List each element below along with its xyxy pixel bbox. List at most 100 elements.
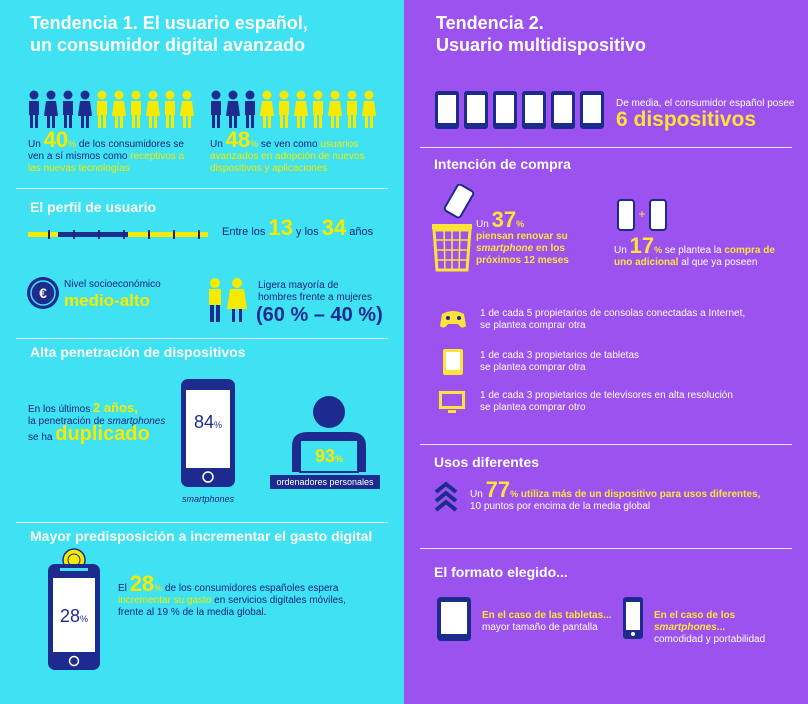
stat-pre: Un xyxy=(210,139,223,150)
format-pre: En el caso de los xyxy=(654,610,736,621)
penetration-years: 2 años, xyxy=(93,400,138,415)
pc-user-icon xyxy=(292,396,366,473)
gender-label: Ligera mayoría de hombres frente a mujer… xyxy=(258,280,372,303)
person-icon xyxy=(146,90,160,128)
console-icon xyxy=(440,311,466,328)
section-heading: Intención de compra xyxy=(434,156,571,172)
title-line: Usuario multidispositivo xyxy=(436,35,647,55)
stat-unit: % xyxy=(250,139,259,149)
item-line: se plantea comprar otra xyxy=(480,362,586,373)
person-icon xyxy=(347,90,357,128)
title-line: Tendencia 2. xyxy=(436,13,544,33)
penetration-text: En los últimos 2 años, la penetración de… xyxy=(28,400,178,445)
section-heading: El perfil de usuario xyxy=(30,199,157,215)
pc-label: ordenadores personales xyxy=(270,475,380,489)
format-title: En el caso de los smartphones... xyxy=(654,610,808,634)
person-icon xyxy=(362,90,376,128)
spending-highlight: incrementar su gasto xyxy=(118,595,212,606)
additional-body: se plantea la xyxy=(664,245,722,256)
purchase-item: 1 de cada 5 propietarios de consolas con… xyxy=(480,308,745,332)
format-device: smartphones xyxy=(654,622,717,633)
separator xyxy=(16,338,388,339)
stat-unit: % xyxy=(68,139,77,149)
stat-text: se ven como xyxy=(260,139,318,150)
gender-ratio: (60 % – 40 %) xyxy=(256,304,383,326)
spending-post: en servicios digitales móviles, frente a… xyxy=(118,595,346,618)
additional-highlight: compra de uno adicional xyxy=(614,245,775,268)
item-line: se plantea comprar otro xyxy=(480,402,586,413)
additional-number: 17 xyxy=(629,233,655,258)
spending-number: 28 xyxy=(129,571,155,596)
uses-pre: Un xyxy=(470,489,483,500)
euro-coin-icon: € xyxy=(27,277,59,309)
item-line: 1 de cada 3 propietarios de tabletas xyxy=(480,350,639,361)
person-icon xyxy=(279,90,289,128)
additional-unit: % xyxy=(654,245,663,255)
tablet-icons xyxy=(434,90,610,137)
person-icon xyxy=(294,90,308,128)
person-icon xyxy=(313,90,323,128)
purchase-item: 1 de cada 3 propietarios de tabletas se … xyxy=(480,350,639,374)
svg-text:+: + xyxy=(638,207,645,221)
uses-body: utiliza más de un dispositivo para usos … xyxy=(520,489,761,500)
stat-advanced: Un 48% se ven como usuarios avanzados en… xyxy=(210,129,390,175)
gender-icons xyxy=(209,278,247,322)
separator xyxy=(420,444,792,445)
format-tablets: En el caso de las tabletas... mayor tama… xyxy=(482,610,612,634)
renew-icon xyxy=(432,184,475,272)
trend-2-panel: Tendencia 2. Usuario multidispositivo De… xyxy=(404,0,808,704)
smartphone-icon xyxy=(623,597,643,639)
spending-unit: % xyxy=(154,583,163,593)
tablet-icon xyxy=(464,91,488,129)
stat-highlight: receptivos a las nuevas tecnologías xyxy=(28,151,185,174)
phone-coin-icon xyxy=(48,548,100,670)
separator xyxy=(16,522,388,523)
person-icon xyxy=(131,90,141,128)
tv-icon xyxy=(439,391,465,413)
share-unit: % xyxy=(335,454,344,464)
title-line: Tendencia 1. El usuario español, xyxy=(30,13,308,33)
devices-text: De media, el consumidor español posee xyxy=(616,98,795,109)
uses-text: Un 77% utiliza más de un dispositivo par… xyxy=(470,479,790,513)
renew-unit: % xyxy=(516,219,525,229)
stat-number: 48 xyxy=(225,127,251,152)
section-heading: Usos diferentes xyxy=(434,454,540,470)
title-line: un consumidor digital avanzado xyxy=(30,35,306,55)
penetration-pre: En los últimos xyxy=(28,404,91,415)
phone-share: 28% xyxy=(53,606,95,627)
smartphone-icon xyxy=(181,379,235,487)
socio-value: medio-alto xyxy=(64,291,150,310)
uses-number: 77 xyxy=(485,477,511,502)
separator xyxy=(16,188,388,189)
share-number: 93 xyxy=(314,446,335,466)
age-pre: Entre los xyxy=(222,226,266,238)
smartphone-label: smartphones xyxy=(181,494,235,504)
section-heading: Mayor predisposición a incrementar el ga… xyxy=(30,528,373,544)
format-title: En el caso de las tabletas... xyxy=(482,610,612,621)
share-number: 84 xyxy=(193,412,214,432)
people-icons xyxy=(26,90,196,133)
spending-text: El 28% de los consumidores españoles esp… xyxy=(118,573,358,619)
person-icon xyxy=(328,90,342,128)
section-heading: Alta penetración de dispositivos xyxy=(30,344,246,360)
penetration-verb: duplicado xyxy=(55,423,150,445)
renew-device: smartphone xyxy=(476,243,534,254)
purchase-item: 1 de cada 3 propietarios de televisores … xyxy=(480,390,733,414)
renew-number: 37 xyxy=(491,207,517,232)
penetration-mid: la penetración de xyxy=(28,416,105,427)
person-icon xyxy=(226,90,240,128)
share-unit: % xyxy=(80,614,89,624)
additional-text: Un 17% se plantea la compra de uno adici… xyxy=(614,235,794,269)
share-unit: % xyxy=(214,420,223,430)
person-icon xyxy=(29,90,39,128)
penetration-device: smartphones xyxy=(107,416,166,427)
uses-note: 10 puntos por encima de la media global xyxy=(470,501,651,512)
share-number: 28 xyxy=(59,606,80,626)
tablet-row xyxy=(435,91,604,129)
pc-share: 93% xyxy=(300,446,358,467)
person-icon xyxy=(78,90,92,128)
tablet-icon xyxy=(522,91,546,129)
age-bar-range xyxy=(58,232,128,237)
item-line: se plantea comprar otra xyxy=(480,320,586,331)
